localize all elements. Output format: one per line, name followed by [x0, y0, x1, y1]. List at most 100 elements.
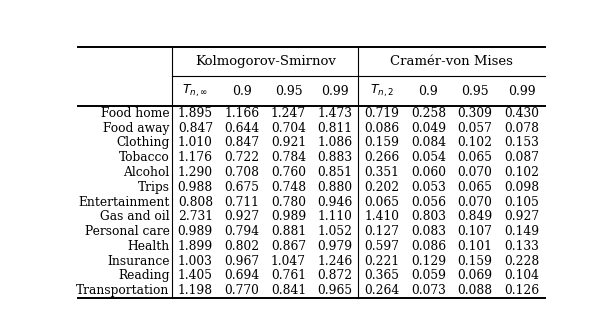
- Text: 0.748: 0.748: [271, 181, 306, 194]
- Text: 0.872: 0.872: [318, 269, 353, 282]
- Text: Alcohol: Alcohol: [124, 166, 170, 179]
- Text: 0.069: 0.069: [458, 269, 493, 282]
- Text: 0.264: 0.264: [364, 284, 399, 297]
- Text: 0.105: 0.105: [504, 196, 539, 209]
- Text: 1.198: 1.198: [178, 284, 213, 297]
- Text: 1.176: 1.176: [178, 151, 213, 164]
- Text: 0.102: 0.102: [458, 136, 493, 149]
- Text: 1.246: 1.246: [318, 255, 353, 268]
- Text: 0.965: 0.965: [318, 284, 353, 297]
- Text: 0.087: 0.087: [504, 151, 539, 164]
- Text: 0.153: 0.153: [504, 136, 539, 149]
- Text: 0.784: 0.784: [271, 151, 306, 164]
- Text: 0.107: 0.107: [458, 225, 493, 238]
- Text: 0.841: 0.841: [271, 284, 306, 297]
- Text: 0.060: 0.060: [411, 166, 446, 179]
- Text: Gas and oil: Gas and oil: [100, 210, 170, 223]
- Text: 0.070: 0.070: [458, 166, 493, 179]
- Text: 0.644: 0.644: [224, 122, 259, 135]
- Text: 0.073: 0.073: [411, 284, 446, 297]
- Text: Food home: Food home: [101, 107, 170, 120]
- Text: 0.719: 0.719: [364, 107, 399, 120]
- Text: 0.365: 0.365: [364, 269, 399, 282]
- Text: 1.899: 1.899: [178, 240, 213, 253]
- Text: Personal care: Personal care: [85, 225, 170, 238]
- Text: 1.895: 1.895: [178, 107, 213, 120]
- Text: 0.084: 0.084: [411, 136, 446, 149]
- Text: $T_{n,2}$: $T_{n,2}$: [370, 83, 394, 99]
- Text: Clothing: Clothing: [116, 136, 170, 149]
- Text: 2.731: 2.731: [178, 210, 213, 223]
- Text: 0.202: 0.202: [364, 181, 399, 194]
- Text: 0.9: 0.9: [232, 85, 252, 97]
- Text: 0.101: 0.101: [458, 240, 493, 253]
- Text: 0.99: 0.99: [321, 85, 349, 97]
- Text: 0.708: 0.708: [224, 166, 259, 179]
- Text: 0.760: 0.760: [271, 166, 306, 179]
- Text: 0.059: 0.059: [411, 269, 446, 282]
- Text: 0.694: 0.694: [224, 269, 259, 282]
- Text: 0.126: 0.126: [504, 284, 539, 297]
- Text: 0.133: 0.133: [504, 240, 539, 253]
- Text: 0.802: 0.802: [224, 240, 259, 253]
- Text: 0.851: 0.851: [318, 166, 353, 179]
- Text: 0.704: 0.704: [271, 122, 306, 135]
- Text: Trips: Trips: [138, 181, 170, 194]
- Text: 0.078: 0.078: [504, 122, 539, 135]
- Text: 0.770: 0.770: [224, 284, 259, 297]
- Text: Tobacco: Tobacco: [119, 151, 170, 164]
- Text: 0.065: 0.065: [458, 181, 493, 194]
- Text: Health: Health: [127, 240, 170, 253]
- Text: 0.129: 0.129: [411, 255, 446, 268]
- Text: 0.95: 0.95: [461, 85, 489, 97]
- Text: 0.083: 0.083: [411, 225, 446, 238]
- Text: 0.597: 0.597: [364, 240, 399, 253]
- Text: Food away: Food away: [103, 122, 170, 135]
- Text: 0.808: 0.808: [178, 196, 213, 209]
- Text: 1.052: 1.052: [318, 225, 353, 238]
- Text: 0.266: 0.266: [364, 151, 399, 164]
- Text: 1.410: 1.410: [364, 210, 399, 223]
- Text: 0.102: 0.102: [504, 166, 539, 179]
- Text: 0.847: 0.847: [224, 136, 259, 149]
- Text: 0.99: 0.99: [508, 85, 536, 97]
- Text: 0.780: 0.780: [271, 196, 306, 209]
- Text: 0.921: 0.921: [271, 136, 306, 149]
- Text: 0.159: 0.159: [458, 255, 493, 268]
- Text: 0.883: 0.883: [318, 151, 353, 164]
- Text: 1.003: 1.003: [178, 255, 213, 268]
- Text: 0.309: 0.309: [458, 107, 493, 120]
- Text: 0.988: 0.988: [178, 181, 213, 194]
- Text: 0.722: 0.722: [224, 151, 259, 164]
- Text: 0.104: 0.104: [504, 269, 539, 282]
- Text: 0.9: 0.9: [419, 85, 438, 97]
- Text: 1.473: 1.473: [318, 107, 353, 120]
- Text: 0.927: 0.927: [504, 210, 539, 223]
- Text: 0.847: 0.847: [178, 122, 213, 135]
- Text: 0.351: 0.351: [364, 166, 399, 179]
- Text: 0.086: 0.086: [364, 122, 399, 135]
- Text: Transportation: Transportation: [76, 284, 170, 297]
- Text: Reading: Reading: [118, 269, 170, 282]
- Text: 0.95: 0.95: [275, 85, 302, 97]
- Text: 0.880: 0.880: [318, 181, 353, 194]
- Text: 0.761: 0.761: [271, 269, 306, 282]
- Text: 0.098: 0.098: [504, 181, 539, 194]
- Text: 0.149: 0.149: [504, 225, 539, 238]
- Text: 0.056: 0.056: [411, 196, 446, 209]
- Text: 0.057: 0.057: [458, 122, 493, 135]
- Text: 0.979: 0.979: [318, 240, 353, 253]
- Text: 0.803: 0.803: [411, 210, 446, 223]
- Text: 1.247: 1.247: [271, 107, 306, 120]
- Text: Insurance: Insurance: [107, 255, 170, 268]
- Text: 1.010: 1.010: [178, 136, 213, 149]
- Text: 0.927: 0.927: [224, 210, 259, 223]
- Text: Cramér-von Mises: Cramér-von Mises: [390, 55, 513, 68]
- Text: 0.711: 0.711: [224, 196, 259, 209]
- Text: 0.989: 0.989: [178, 225, 213, 238]
- Text: 0.065: 0.065: [364, 196, 399, 209]
- Text: 0.054: 0.054: [411, 151, 446, 164]
- Text: Kolmogorov-Smirnov: Kolmogorov-Smirnov: [195, 55, 336, 68]
- Text: 1.047: 1.047: [271, 255, 306, 268]
- Text: 0.127: 0.127: [364, 225, 399, 238]
